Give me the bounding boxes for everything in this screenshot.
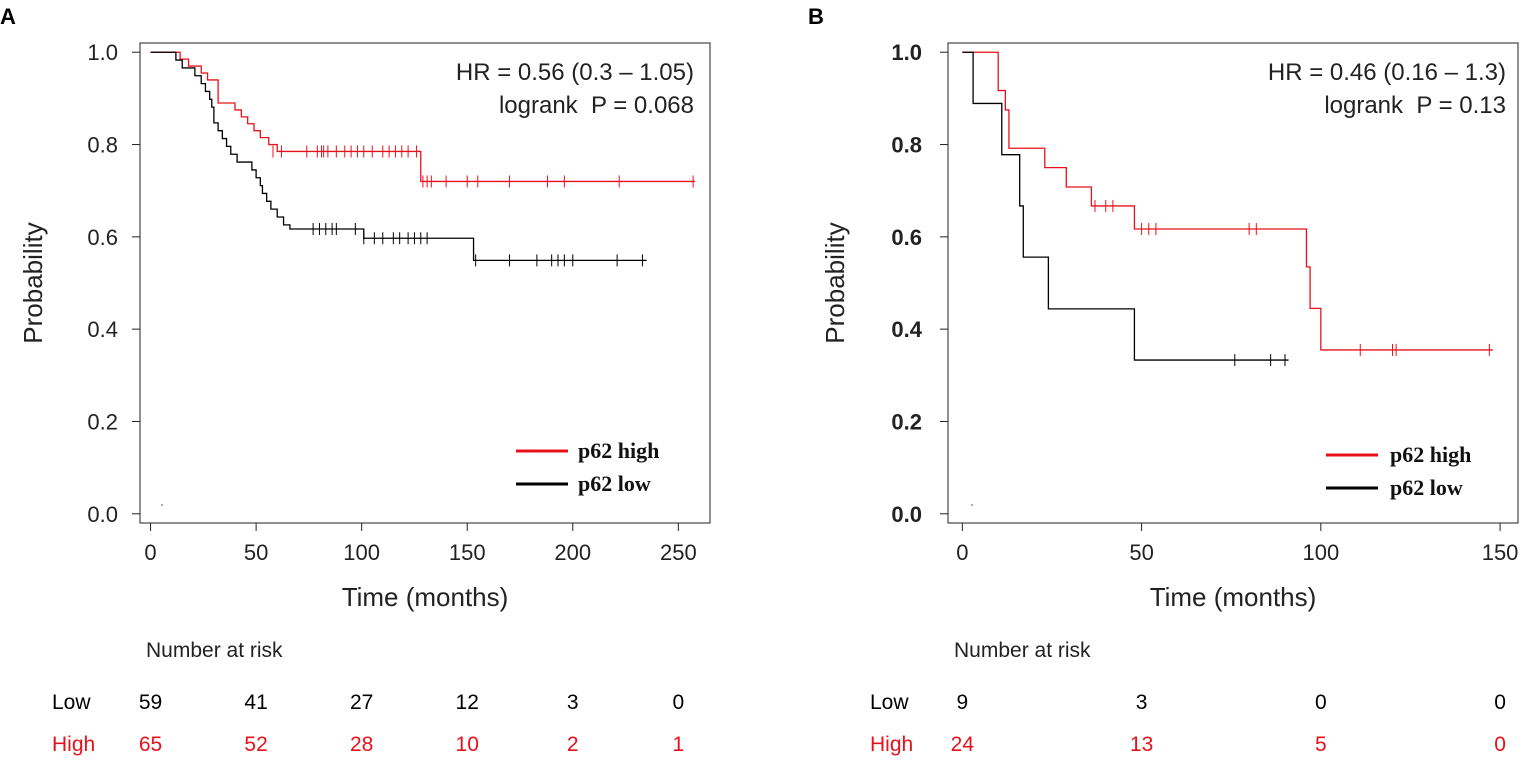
panel-label-a: A: [0, 4, 16, 29]
x-tick-label: 0: [144, 540, 156, 565]
y-tick-label: 0.4: [87, 317, 118, 342]
risk-value: 27: [350, 691, 373, 714]
risk-row-label: Low: [870, 691, 909, 714]
risk-row-label: High: [870, 733, 913, 756]
x-tick-label: 50: [244, 540, 268, 565]
x-tick-label: 100: [1302, 540, 1339, 565]
risk-value: 65: [139, 733, 162, 756]
y-tick-label: 1.0: [891, 40, 922, 65]
risk-value: 9: [956, 691, 968, 714]
y-tick-label: 0.6: [87, 225, 118, 250]
risk-table-title: Number at risk: [954, 639, 1091, 662]
risk-value: 3: [1136, 691, 1148, 714]
km-curve-p62-low: [150, 51, 647, 262]
legend-label: p62 high: [578, 438, 659, 463]
y-tick-label: 0.8: [891, 133, 922, 158]
risk-row-label: High: [52, 733, 95, 756]
risk-value: 52: [244, 733, 267, 756]
y-tick-label: 0.2: [891, 409, 922, 434]
x-tick-label: 200: [554, 540, 591, 565]
logrank-text: logrank P = 0.13: [1324, 92, 1506, 119]
risk-value: 10: [456, 733, 479, 756]
hazard-ratio-text: HR = 0.46 (0.16 – 1.3): [1268, 59, 1506, 86]
x-tick-label: 0: [956, 540, 968, 565]
plot-frame: [139, 42, 711, 524]
origin-dot: [161, 504, 163, 506]
x-tick-label: 100: [343, 540, 380, 565]
origin-dot: [971, 504, 973, 506]
risk-value: 3: [567, 691, 579, 714]
risk-value: 59: [139, 691, 162, 714]
y-axis-label: Probability: [18, 222, 48, 343]
risk-value: 0: [1494, 733, 1506, 756]
hazard-ratio-text: HR = 0.56 (0.3 – 1.05): [456, 59, 694, 86]
x-axis-label: Time (months): [1150, 582, 1317, 612]
risk-value: 5: [1315, 733, 1327, 756]
plot-frame: [947, 42, 1519, 524]
risk-value: 1: [672, 733, 684, 756]
legend-label: p62 high: [1390, 442, 1471, 467]
y-tick-label: 0.8: [87, 133, 118, 158]
risk-value: 12: [456, 691, 479, 714]
km-curve-p62-low: [962, 51, 1289, 361]
x-tick-label: 150: [1482, 540, 1519, 565]
risk-value: 13: [1130, 733, 1153, 756]
risk-value: 2: [567, 733, 579, 756]
risk-table-title: Number at risk: [146, 639, 283, 662]
legend-label: p62 low: [1390, 475, 1463, 500]
y-tick-label: 1.0: [87, 40, 118, 65]
risk-row-label: Low: [52, 691, 91, 714]
y-tick-label: 0.4: [891, 317, 922, 342]
y-axis-label: Probability: [820, 222, 850, 343]
km-curve-p62-high: [962, 51, 1493, 351]
x-tick-label: 50: [1129, 540, 1153, 565]
panel-label-b: B: [808, 4, 824, 29]
y-tick-label: 0.2: [87, 409, 118, 434]
logrank-text: logrank P = 0.068: [499, 92, 694, 119]
legend-label: p62 low: [578, 471, 651, 496]
risk-value: 41: [244, 691, 267, 714]
x-tick-label: 250: [660, 540, 697, 565]
y-tick-label: 0.6: [891, 225, 922, 250]
risk-value: 28: [350, 733, 373, 756]
x-tick-label: 150: [449, 540, 486, 565]
km-curve-p62-high: [150, 51, 696, 183]
y-tick-label: 0.0: [87, 502, 118, 527]
risk-value: 24: [951, 733, 975, 756]
y-tick-label: 0.0: [891, 502, 922, 527]
x-axis-label: Time (months): [342, 582, 509, 612]
risk-value: 0: [1494, 691, 1506, 714]
risk-value: 0: [672, 691, 684, 714]
risk-value: 0: [1315, 691, 1327, 714]
